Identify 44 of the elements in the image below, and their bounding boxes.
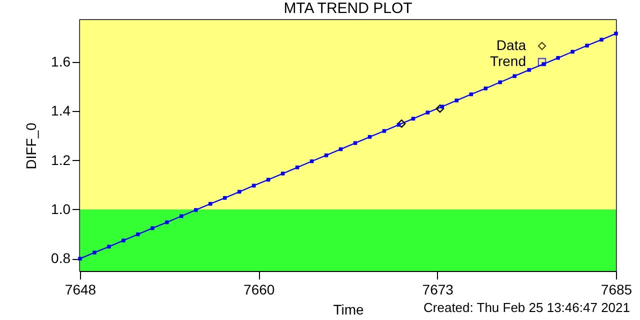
point bbox=[436, 104, 444, 113]
point bbox=[426, 110, 430, 114]
point bbox=[194, 208, 198, 212]
point bbox=[165, 220, 169, 224]
legend-label: Data bbox=[496, 37, 526, 53]
point bbox=[368, 135, 372, 139]
x-tick-label: 7685 bbox=[600, 282, 632, 298]
point bbox=[382, 129, 386, 133]
point bbox=[484, 86, 488, 90]
point bbox=[107, 244, 111, 249]
x-axis-title: Time bbox=[333, 302, 364, 318]
point bbox=[353, 141, 358, 145]
point bbox=[295, 166, 300, 170]
point bbox=[614, 32, 618, 36]
point bbox=[252, 184, 256, 188]
point bbox=[150, 226, 154, 230]
point bbox=[454, 98, 459, 102]
point bbox=[78, 256, 82, 261]
point bbox=[600, 38, 604, 42]
point bbox=[512, 74, 516, 78]
point bbox=[585, 44, 589, 48]
point bbox=[570, 50, 574, 54]
point bbox=[280, 172, 285, 176]
y-axis-title: DIFF_0 bbox=[23, 122, 40, 170]
text: Created: Thu Feb 25 13:46:47 2021 bbox=[424, 300, 630, 315]
y-tick-label: 1.6 bbox=[51, 53, 71, 70]
point bbox=[222, 196, 227, 200]
point bbox=[92, 250, 96, 254]
chart-title: MTA TREND PLOT bbox=[284, 0, 412, 17]
y-tick-label: 0.8 bbox=[51, 250, 71, 266]
point bbox=[556, 56, 560, 60]
y-tick-label: 1.4 bbox=[51, 102, 71, 119]
y-tick-label: 1.0 bbox=[51, 200, 71, 217]
point bbox=[136, 232, 140, 236]
x-tick-label: 7660 bbox=[244, 282, 275, 298]
y-tick-label: 1.2 bbox=[51, 152, 71, 168]
point bbox=[498, 80, 502, 84]
point bbox=[122, 238, 126, 242]
point bbox=[527, 68, 531, 72]
point bbox=[397, 119, 406, 128]
x-tick-label: 7673 bbox=[422, 282, 454, 298]
point bbox=[180, 214, 184, 218]
x-tick-label: 7648 bbox=[64, 282, 96, 298]
legend-label: Trend bbox=[490, 53, 526, 69]
